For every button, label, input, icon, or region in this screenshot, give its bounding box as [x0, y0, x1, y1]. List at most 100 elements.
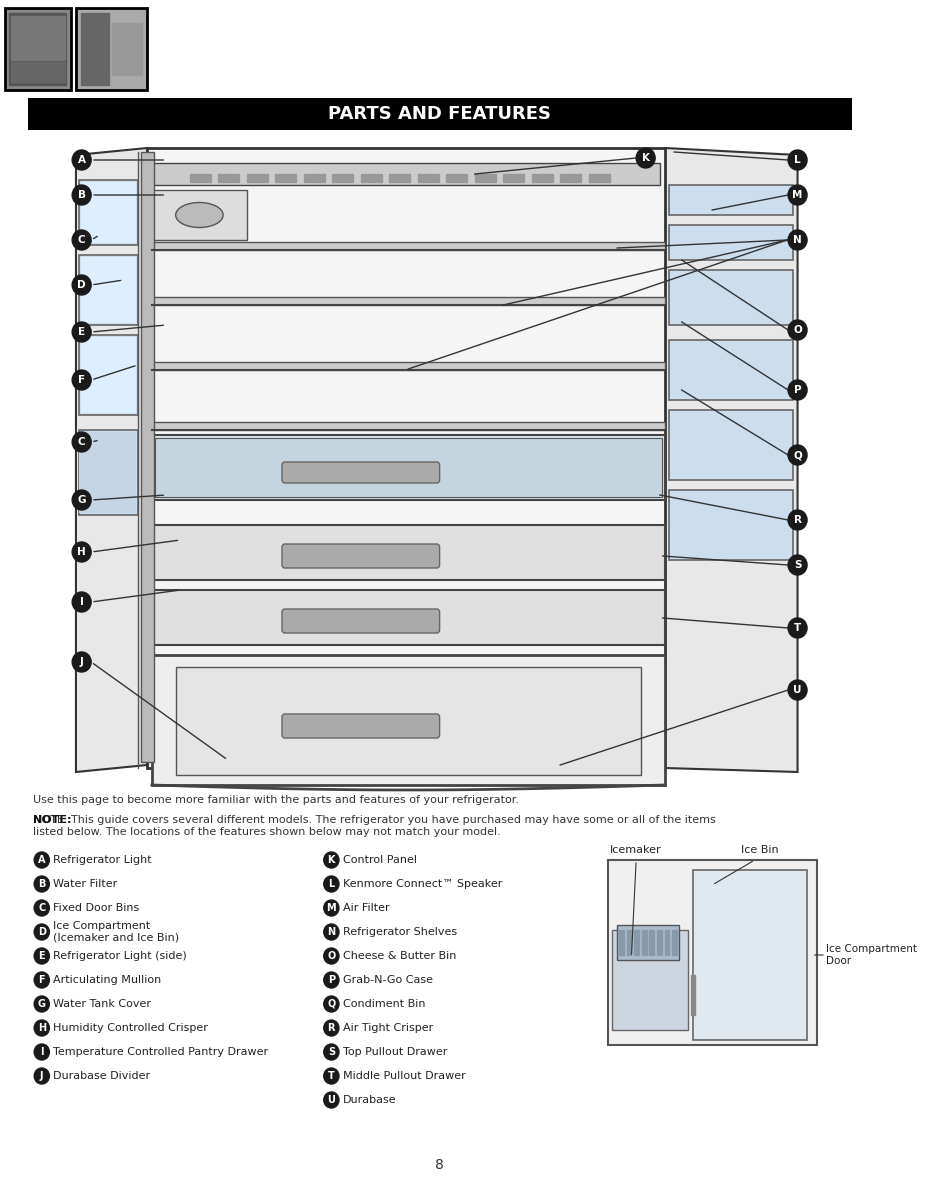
Polygon shape — [665, 148, 797, 772]
FancyBboxPatch shape — [693, 870, 807, 1040]
Text: J: J — [40, 1070, 44, 1081]
Circle shape — [788, 680, 807, 700]
Bar — [619, 930, 624, 955]
Text: C: C — [78, 235, 85, 245]
Text: Ice Compartment: Ice Compartment — [53, 922, 150, 931]
Text: K: K — [327, 854, 336, 865]
Text: I: I — [40, 1046, 44, 1057]
Bar — [650, 930, 654, 955]
Text: Articulating Mullion: Articulating Mullion — [53, 974, 161, 985]
Text: N: N — [327, 926, 336, 937]
Bar — [152, 190, 247, 240]
Bar — [11, 62, 65, 82]
Text: Temperature Controlled Pantry Drawer: Temperature Controlled Pantry Drawer — [53, 1046, 268, 1057]
Circle shape — [324, 948, 339, 964]
Circle shape — [324, 852, 339, 868]
Bar — [11, 16, 65, 60]
Bar — [446, 174, 467, 182]
Bar — [304, 174, 324, 182]
Circle shape — [788, 618, 807, 638]
FancyBboxPatch shape — [152, 296, 665, 305]
Text: A: A — [78, 155, 85, 164]
Text: Q: Q — [794, 450, 802, 460]
FancyBboxPatch shape — [613, 930, 689, 1030]
Text: NOTE: This guide covers several different models. The refrigerator you have purc: NOTE: This guide covers several differen… — [33, 815, 716, 836]
FancyBboxPatch shape — [152, 434, 665, 500]
Text: T: T — [328, 1070, 335, 1081]
Bar — [332, 174, 353, 182]
Circle shape — [324, 972, 339, 988]
Text: Condiment Bin: Condiment Bin — [343, 998, 425, 1009]
FancyBboxPatch shape — [155, 438, 662, 497]
Text: Grab-N-Go Case: Grab-N-Go Case — [343, 974, 433, 985]
Circle shape — [34, 1044, 49, 1060]
Polygon shape — [76, 148, 147, 772]
FancyBboxPatch shape — [152, 422, 665, 430]
FancyBboxPatch shape — [669, 185, 793, 215]
FancyBboxPatch shape — [147, 148, 665, 768]
Circle shape — [34, 948, 49, 964]
Circle shape — [34, 1068, 49, 1084]
Text: Use this page to become more familiar with the parts and features of your refrig: Use this page to become more familiar wi… — [33, 794, 519, 805]
Text: NOTE:: NOTE: — [33, 815, 71, 826]
Text: Cheese & Butter Bin: Cheese & Butter Bin — [343, 950, 456, 961]
Text: P: P — [328, 974, 335, 985]
FancyBboxPatch shape — [669, 270, 793, 325]
FancyBboxPatch shape — [79, 180, 138, 245]
Text: B: B — [78, 190, 85, 200]
Bar — [672, 930, 677, 955]
Circle shape — [788, 445, 807, 464]
Text: F: F — [78, 374, 85, 385]
Circle shape — [72, 230, 91, 250]
Circle shape — [72, 322, 91, 342]
Text: J: J — [80, 658, 83, 667]
Bar — [627, 930, 631, 955]
Bar — [190, 174, 210, 182]
Text: I: I — [80, 596, 83, 607]
FancyBboxPatch shape — [79, 430, 138, 515]
Bar — [81, 13, 109, 85]
FancyBboxPatch shape — [29, 98, 852, 130]
Bar — [9, 13, 67, 85]
Text: S: S — [328, 1046, 335, 1057]
Text: 8: 8 — [435, 1158, 444, 1172]
Bar — [247, 174, 268, 182]
Circle shape — [72, 432, 91, 452]
Text: Kenmore Connect™ Speaker: Kenmore Connect™ Speaker — [343, 878, 502, 889]
Text: O: O — [794, 325, 802, 335]
Text: S: S — [794, 560, 801, 570]
Bar — [219, 174, 239, 182]
FancyBboxPatch shape — [282, 544, 439, 568]
Text: (Icemaker and Ice Bin): (Icemaker and Ice Bin) — [53, 934, 179, 943]
Circle shape — [72, 652, 91, 672]
Text: Control Panel: Control Panel — [343, 854, 417, 865]
Circle shape — [324, 1068, 339, 1084]
Text: D: D — [77, 280, 86, 290]
Circle shape — [34, 852, 49, 868]
Text: Durabase: Durabase — [343, 1094, 397, 1105]
Bar — [641, 930, 647, 955]
FancyBboxPatch shape — [152, 590, 665, 646]
FancyBboxPatch shape — [79, 432, 135, 514]
Bar — [475, 174, 496, 182]
Text: A: A — [38, 854, 45, 865]
Bar — [589, 174, 610, 182]
FancyBboxPatch shape — [79, 335, 138, 415]
Circle shape — [324, 996, 339, 1012]
Text: L: L — [328, 878, 335, 889]
Text: O: O — [327, 950, 336, 961]
Circle shape — [324, 876, 339, 892]
Bar — [634, 930, 639, 955]
Text: Refrigerator Light: Refrigerator Light — [53, 854, 152, 865]
Bar — [532, 174, 552, 182]
Text: C: C — [78, 437, 85, 446]
Text: T: T — [794, 623, 801, 634]
Text: Ice Bin: Ice Bin — [741, 845, 779, 854]
FancyBboxPatch shape — [669, 340, 793, 400]
Circle shape — [34, 1020, 49, 1036]
Text: U: U — [794, 685, 802, 695]
Circle shape — [72, 370, 91, 390]
Text: PARTS AND FEATURES: PARTS AND FEATURES — [328, 104, 552, 122]
FancyBboxPatch shape — [5, 8, 71, 90]
FancyBboxPatch shape — [282, 462, 439, 482]
